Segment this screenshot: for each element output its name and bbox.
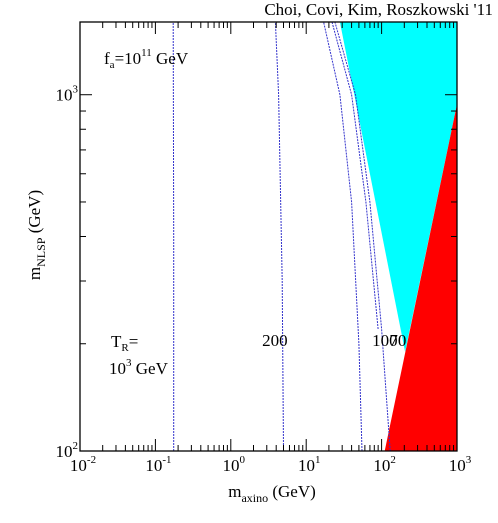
cyan-region: [339, 22, 457, 352]
x-axis-label: maxino (GeV): [228, 482, 316, 505]
x-tick-label: 10-1: [145, 454, 171, 475]
x-tick-label-base: 10: [373, 456, 390, 475]
fa-symbol: f: [104, 49, 110, 68]
y-axis-label: mNLSP (GeV): [25, 190, 48, 280]
x-tick-label-base: 10: [298, 456, 315, 475]
x-axis-symbol: m: [228, 482, 241, 501]
fa-exponent: 11: [141, 47, 152, 59]
curve-label: 200: [262, 331, 288, 350]
x-tick-label-base: 10: [145, 456, 162, 475]
curve-70: [334, 21, 391, 452]
x-tick-label-exponent: 3: [466, 454, 472, 466]
curve-label: 70: [389, 331, 406, 350]
x-tick-label: 10-2: [70, 454, 96, 475]
tr-symbol: T: [111, 332, 122, 351]
y-tick-label-exponent: 2: [73, 440, 79, 452]
fa-equals: =10: [115, 49, 142, 68]
fa-unit: GeV: [152, 49, 189, 68]
ticks: [79, 22, 457, 452]
curve-200: [274, 21, 284, 452]
y-axis-symbol: m: [25, 267, 44, 280]
curve-10-3-GeV: [172, 21, 175, 451]
x-tick-label-base: 10: [70, 456, 87, 475]
x-tick-label-exponent: -1: [162, 454, 171, 466]
y-tick-label: 103: [56, 84, 79, 105]
x-tick-label-exponent: -2: [87, 454, 96, 466]
x-tick-label: 103: [449, 454, 472, 475]
curve-label: 100: [372, 331, 398, 350]
y-tick-label-base: 10: [56, 86, 73, 105]
x-tick-label: 100: [223, 454, 246, 475]
x-tick-label: 101: [298, 454, 321, 475]
y-tick-label-base: 10: [56, 442, 73, 461]
x-axis-subscript: axino: [241, 491, 268, 505]
tr-equals: =: [129, 332, 139, 351]
tr-annotation-line2: 103 GeV: [109, 357, 169, 378]
x-tick-label: 102: [373, 454, 396, 475]
x-tick-label-base: 10: [449, 456, 466, 475]
y-axis-subscript: NLSP: [34, 237, 48, 267]
chart-title: Choi, Covi, Kim, Roszkowski '11: [264, 0, 493, 19]
x-tick-label-exponent: 1: [315, 454, 321, 466]
curve-100: [323, 21, 363, 452]
tr-value: 10: [109, 359, 126, 378]
x-axis-unit: (GeV): [268, 482, 316, 501]
x-tick-label-exponent: 2: [390, 454, 396, 466]
fa-subscript: a: [110, 59, 115, 71]
y-axis-unit: (GeV): [25, 190, 44, 238]
fa-annotation: fa=1011 GeV: [104, 47, 189, 71]
red-region: [384, 104, 457, 452]
tr-unit: GeV: [132, 359, 169, 378]
tr-exponent: 3: [126, 357, 132, 369]
x-tick-label-exponent: 0: [240, 454, 246, 466]
regions: [339, 22, 457, 452]
y-tick-label: 102: [56, 440, 79, 461]
tr-annotation-line1: TR=: [111, 332, 138, 354]
tr-subscript: R: [121, 342, 129, 354]
y-tick-label-exponent: 3: [73, 84, 79, 96]
curves: [172, 21, 391, 452]
curve-unlabeled-4: [331, 21, 379, 330]
x-tick-label-base: 10: [223, 456, 240, 475]
